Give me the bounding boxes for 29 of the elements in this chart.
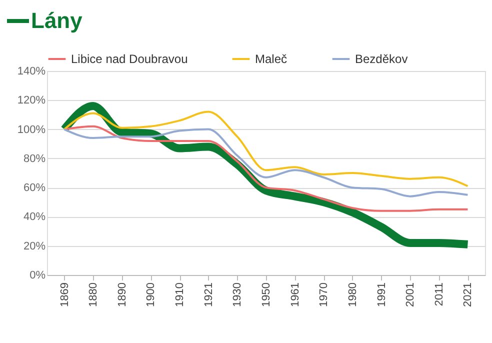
x-tick-label: 1930 bbox=[232, 282, 244, 307]
x-tick-label: 1991 bbox=[376, 282, 388, 307]
y-tick-label: 100% bbox=[17, 124, 46, 136]
y-tick-label: 120% bbox=[17, 94, 46, 107]
x-tick-label: 2021 bbox=[462, 282, 474, 307]
legend-label: Bezděkov bbox=[355, 52, 408, 66]
y-tick-label: 60% bbox=[23, 182, 46, 194]
legend-label: Maleč bbox=[255, 52, 288, 66]
x-tick-label: 1921 bbox=[202, 282, 215, 307]
line-series bbox=[63, 110, 469, 188]
y-tick-label: 0% bbox=[30, 270, 46, 282]
y-tick-label: 40% bbox=[23, 211, 46, 224]
x-tick-label: 1900 bbox=[145, 282, 158, 307]
legend-label: Libice nad Doubravou bbox=[71, 52, 188, 66]
x-tick-label: 1970 bbox=[318, 282, 330, 307]
y-tick-label: 80% bbox=[23, 152, 46, 165]
line-series bbox=[63, 128, 469, 198]
x-tick-label: 1961 bbox=[289, 282, 302, 307]
x-tick-label: 1869 bbox=[58, 282, 71, 307]
y-tick-label: 140% bbox=[17, 66, 46, 78]
legend-label: Lány bbox=[31, 8, 84, 33]
y-tick-label: 20% bbox=[23, 240, 46, 252]
x-tick-label: 1910 bbox=[174, 282, 186, 307]
x-tick-label: 1890 bbox=[116, 282, 128, 307]
x-tick-label: 2011 bbox=[433, 282, 446, 306]
x-tick-label: 1880 bbox=[88, 282, 100, 307]
x-tick-label: 1950 bbox=[260, 282, 272, 307]
x-tick-label: 1980 bbox=[346, 282, 359, 307]
x-tick-label: 2001 bbox=[404, 282, 417, 307]
